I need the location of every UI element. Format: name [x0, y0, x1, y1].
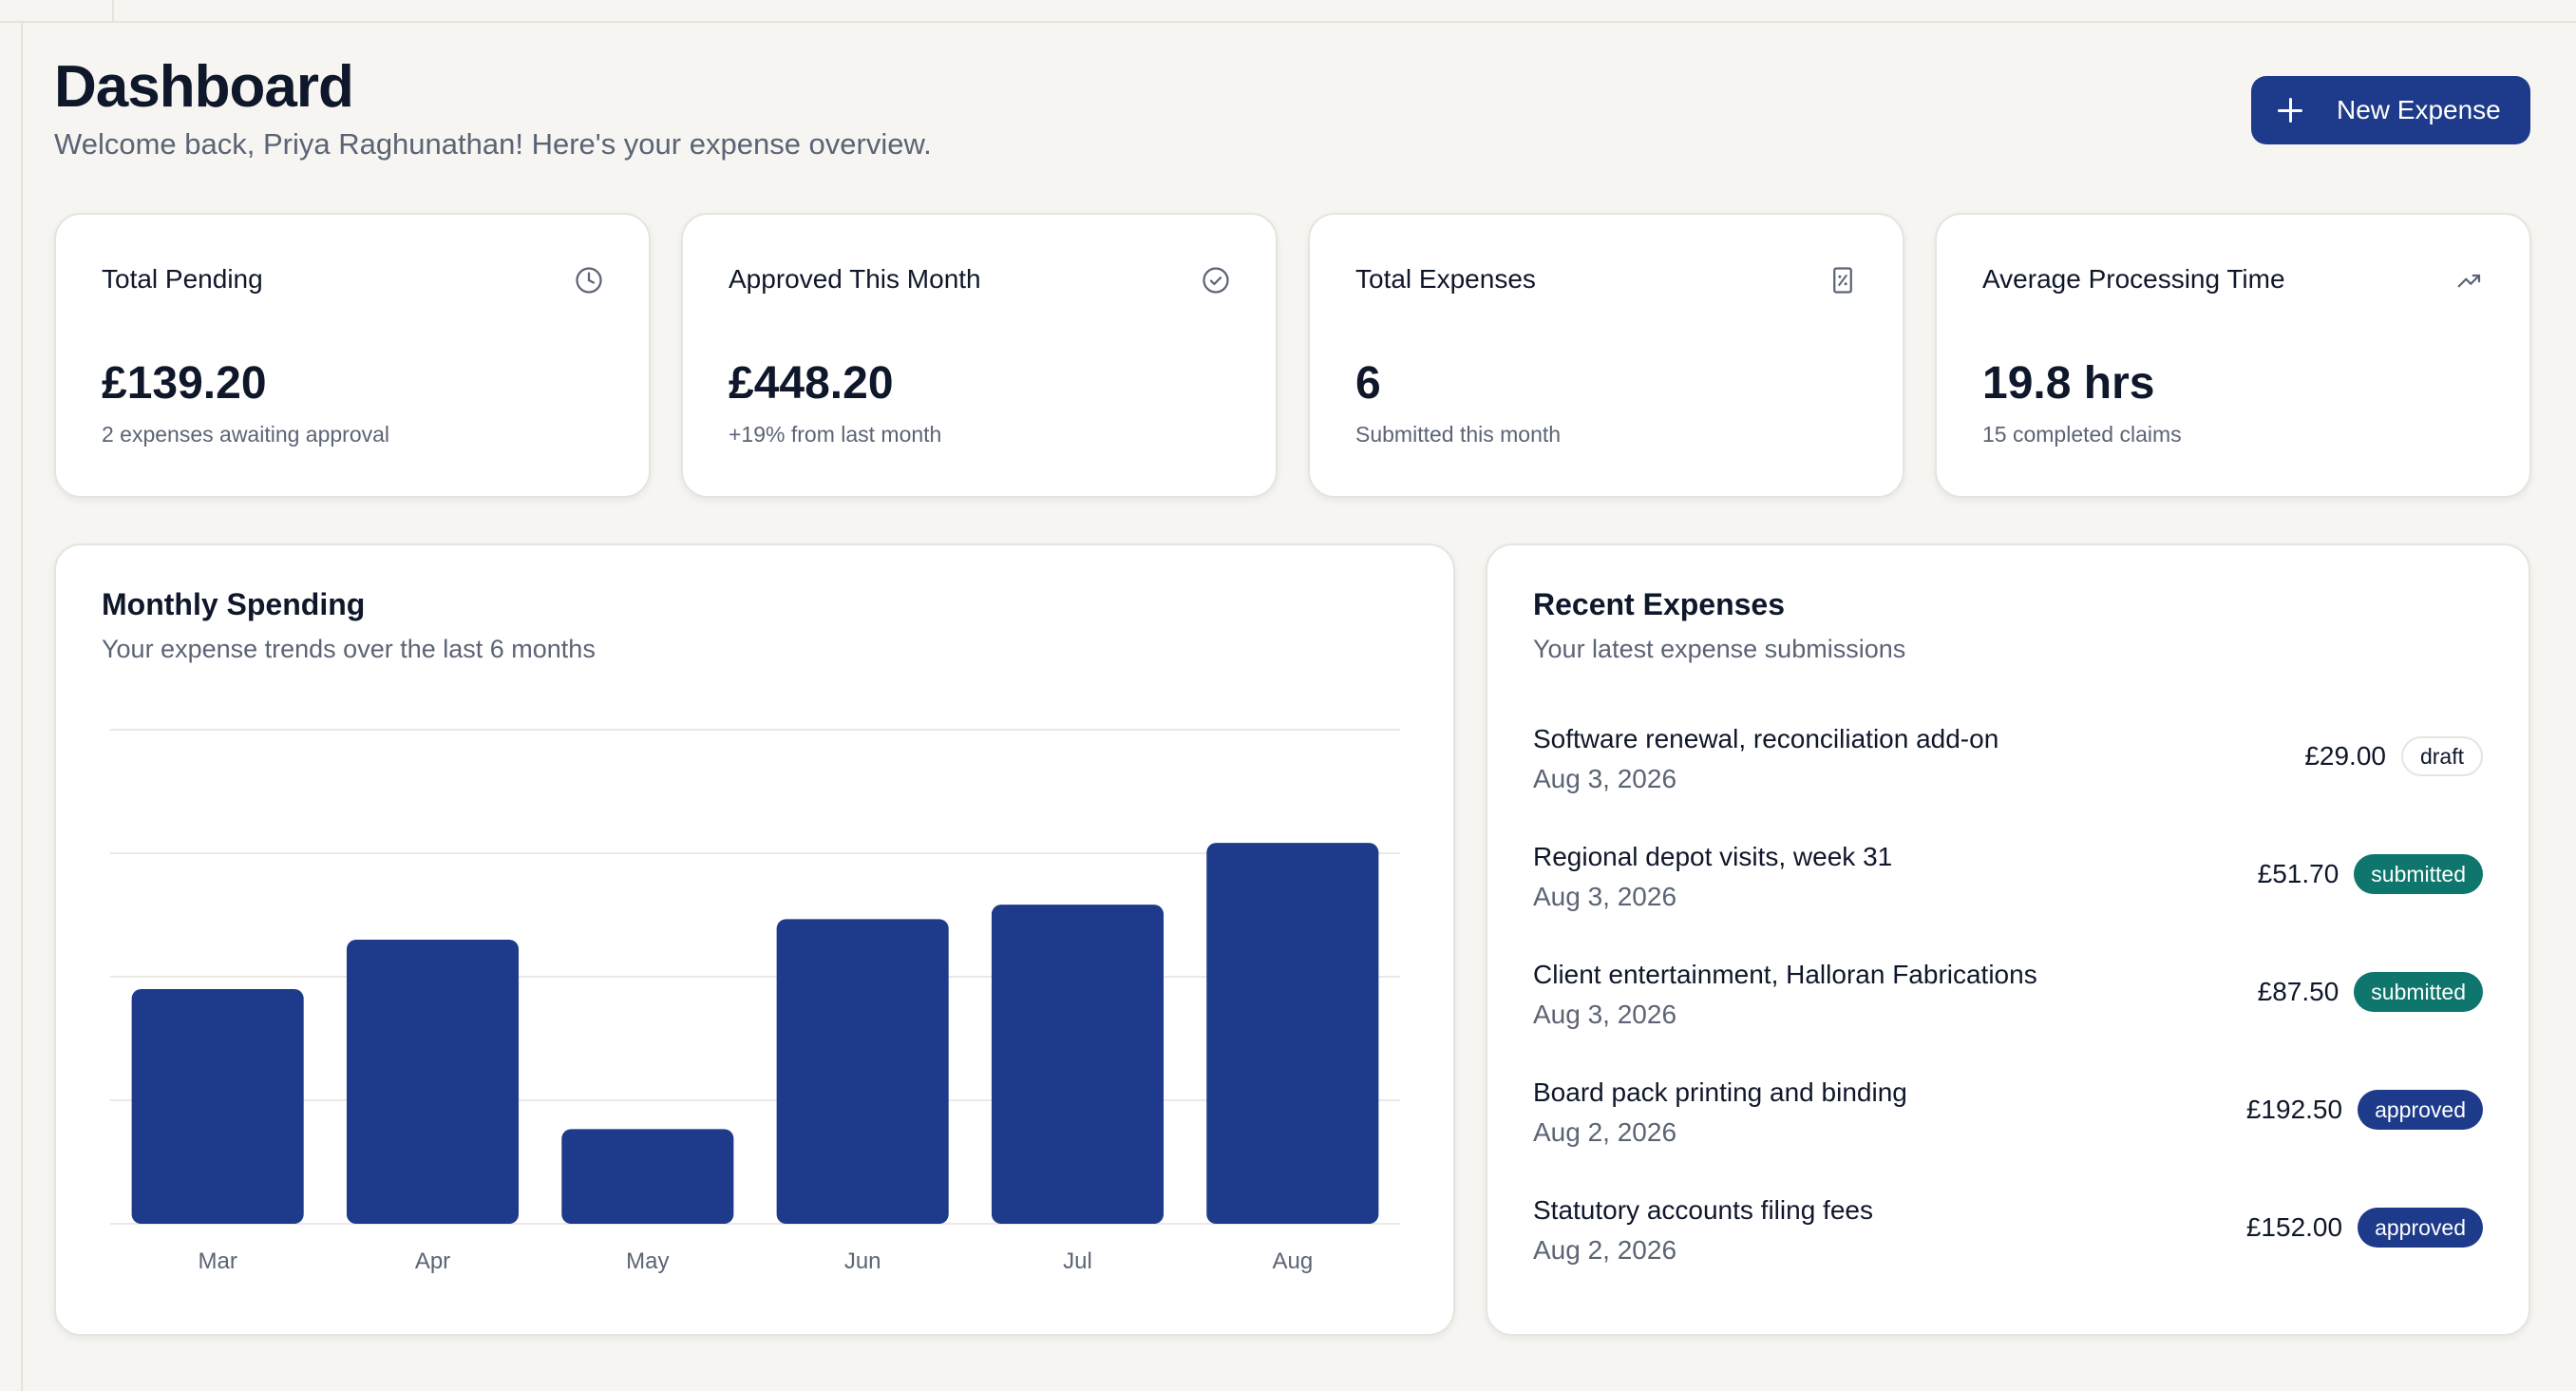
receipt-icon: [1833, 267, 1852, 294]
expense-description: Board pack printing and binding: [1533, 1077, 1907, 1107]
expense-date: Aug 3, 2026: [1533, 1000, 1677, 1029]
expense-amount: £51.70: [2257, 859, 2339, 888]
stat-card-total-expenses: Total Expenses 6 Submitted this month: [1308, 213, 1904, 498]
stat-note: Submitted this month: [1355, 422, 1562, 447]
expense-amount: £192.50: [2245, 1095, 2343, 1124]
top-bar: [0, 0, 2576, 23]
stat-note: +19% from last month: [729, 422, 942, 447]
sidebar-edge: [21, 21, 23, 1391]
stat-label: Average Processing Time: [1982, 264, 2285, 294]
status-badge: approved: [2358, 1208, 2483, 1248]
expense-row[interactable]: Client entertainment, Halloran Fabricati…: [1533, 960, 2483, 1045]
expense-date: Aug 3, 2026: [1533, 882, 1677, 911]
chart-bar-aug[interactable]: [1206, 843, 1379, 1224]
stat-value: £139.20: [102, 358, 267, 409]
new-expense-label: New Expense: [2337, 95, 2501, 124]
recent-expenses-card: Recent Expenses Your latest expense subm…: [1486, 543, 2530, 1336]
stat-note: 15 completed claims: [1982, 422, 2182, 447]
recent-expenses-subtitle: Your latest expense submissions: [1533, 635, 1906, 663]
status-badge: approved: [2358, 1090, 2483, 1130]
chart-bar-jul[interactable]: [991, 905, 1165, 1224]
expense-amount: £29.00: [2304, 741, 2386, 771]
expense-description: Software renewal, reconciliation add-on: [1533, 724, 1999, 753]
stat-card-average-processing-time: Average Processing Time 19.8 hrs 15 comp…: [1935, 213, 2531, 498]
expense-description: Client entertainment, Halloran Fabricati…: [1533, 960, 2037, 989]
monthly-spending-subtitle: Your expense trends over the last 6 mont…: [102, 635, 596, 663]
check-circle-icon: [1203, 267, 1229, 294]
top-bar-divider: [112, 0, 114, 21]
expense-date: Aug 3, 2026: [1533, 764, 1677, 793]
recent-expenses-title: Recent Expenses: [1533, 587, 1786, 621]
stat-value: £448.20: [729, 358, 894, 409]
stat-card-total-pending: Total Pending £139.20 2 expenses awaitin…: [54, 213, 651, 498]
clock-icon: [576, 267, 602, 294]
monthly-spending-title: Monthly Spending: [102, 587, 366, 621]
expense-amount: £87.50: [2257, 977, 2339, 1006]
status-badge: submitted: [2354, 854, 2483, 894]
expense-amount: £152.00: [2245, 1212, 2343, 1242]
chart-tick-label: Mar: [198, 1248, 237, 1274]
chart-tick-label: Jul: [1063, 1248, 1092, 1274]
trending-up-icon: [2457, 274, 2481, 288]
expense-date: Aug 2, 2026: [1533, 1235, 1677, 1265]
chart-bar-may[interactable]: [561, 1129, 734, 1224]
expense-description: Regional depot visits, week 31: [1533, 842, 1893, 871]
status-badge: draft: [2400, 736, 2483, 776]
monthly-spending-card: Monthly Spending Your expense trends ove…: [54, 543, 1455, 1336]
stat-label: Total Expenses: [1355, 264, 1536, 294]
chart-bar-mar[interactable]: [131, 989, 304, 1224]
expense-date: Aug 2, 2026: [1533, 1117, 1677, 1147]
expense-row[interactable]: Software renewal, reconciliation add-on …: [1533, 724, 2483, 810]
status-badge: submitted: [2354, 972, 2483, 1012]
chart-tick-label: Apr: [415, 1248, 450, 1274]
expense-description: Statutory accounts filing fees: [1533, 1195, 1873, 1225]
stat-value: 19.8 hrs: [1982, 358, 2155, 409]
stat-card-approved-this-month: Approved This Month £448.20 +19% from la…: [681, 213, 1278, 498]
page-subtitle: Welcome back, Priya Raghunathan! Here's …: [54, 127, 932, 161]
chart-tick-label: Jun: [844, 1248, 881, 1274]
chart-bar-jun[interactable]: [776, 919, 949, 1224]
plus-icon: [2276, 96, 2304, 124]
stat-label: Total Pending: [102, 264, 263, 294]
stat-value: 6: [1355, 358, 1381, 409]
new-expense-button[interactable]: New Expense: [2251, 76, 2530, 144]
expense-row[interactable]: Statutory accounts filing fees Aug 2, 20…: [1533, 1195, 2483, 1281]
page-title: Dashboard: [54, 54, 354, 120]
stat-note: 2 expenses awaiting approval: [102, 422, 390, 447]
chart-tick-label: Aug: [1272, 1248, 1313, 1274]
stat-label: Approved This Month: [729, 264, 981, 294]
chart-bar-apr[interactable]: [346, 940, 520, 1224]
chart-tick-label: May: [626, 1248, 669, 1274]
expense-row[interactable]: Regional depot visits, week 31 Aug 3, 20…: [1533, 842, 2483, 927]
expense-row[interactable]: Board pack printing and binding Aug 2, 2…: [1533, 1077, 2483, 1163]
monthly-spending-chart: Mar Apr May Jun Jul Aug: [110, 729, 1400, 1274]
